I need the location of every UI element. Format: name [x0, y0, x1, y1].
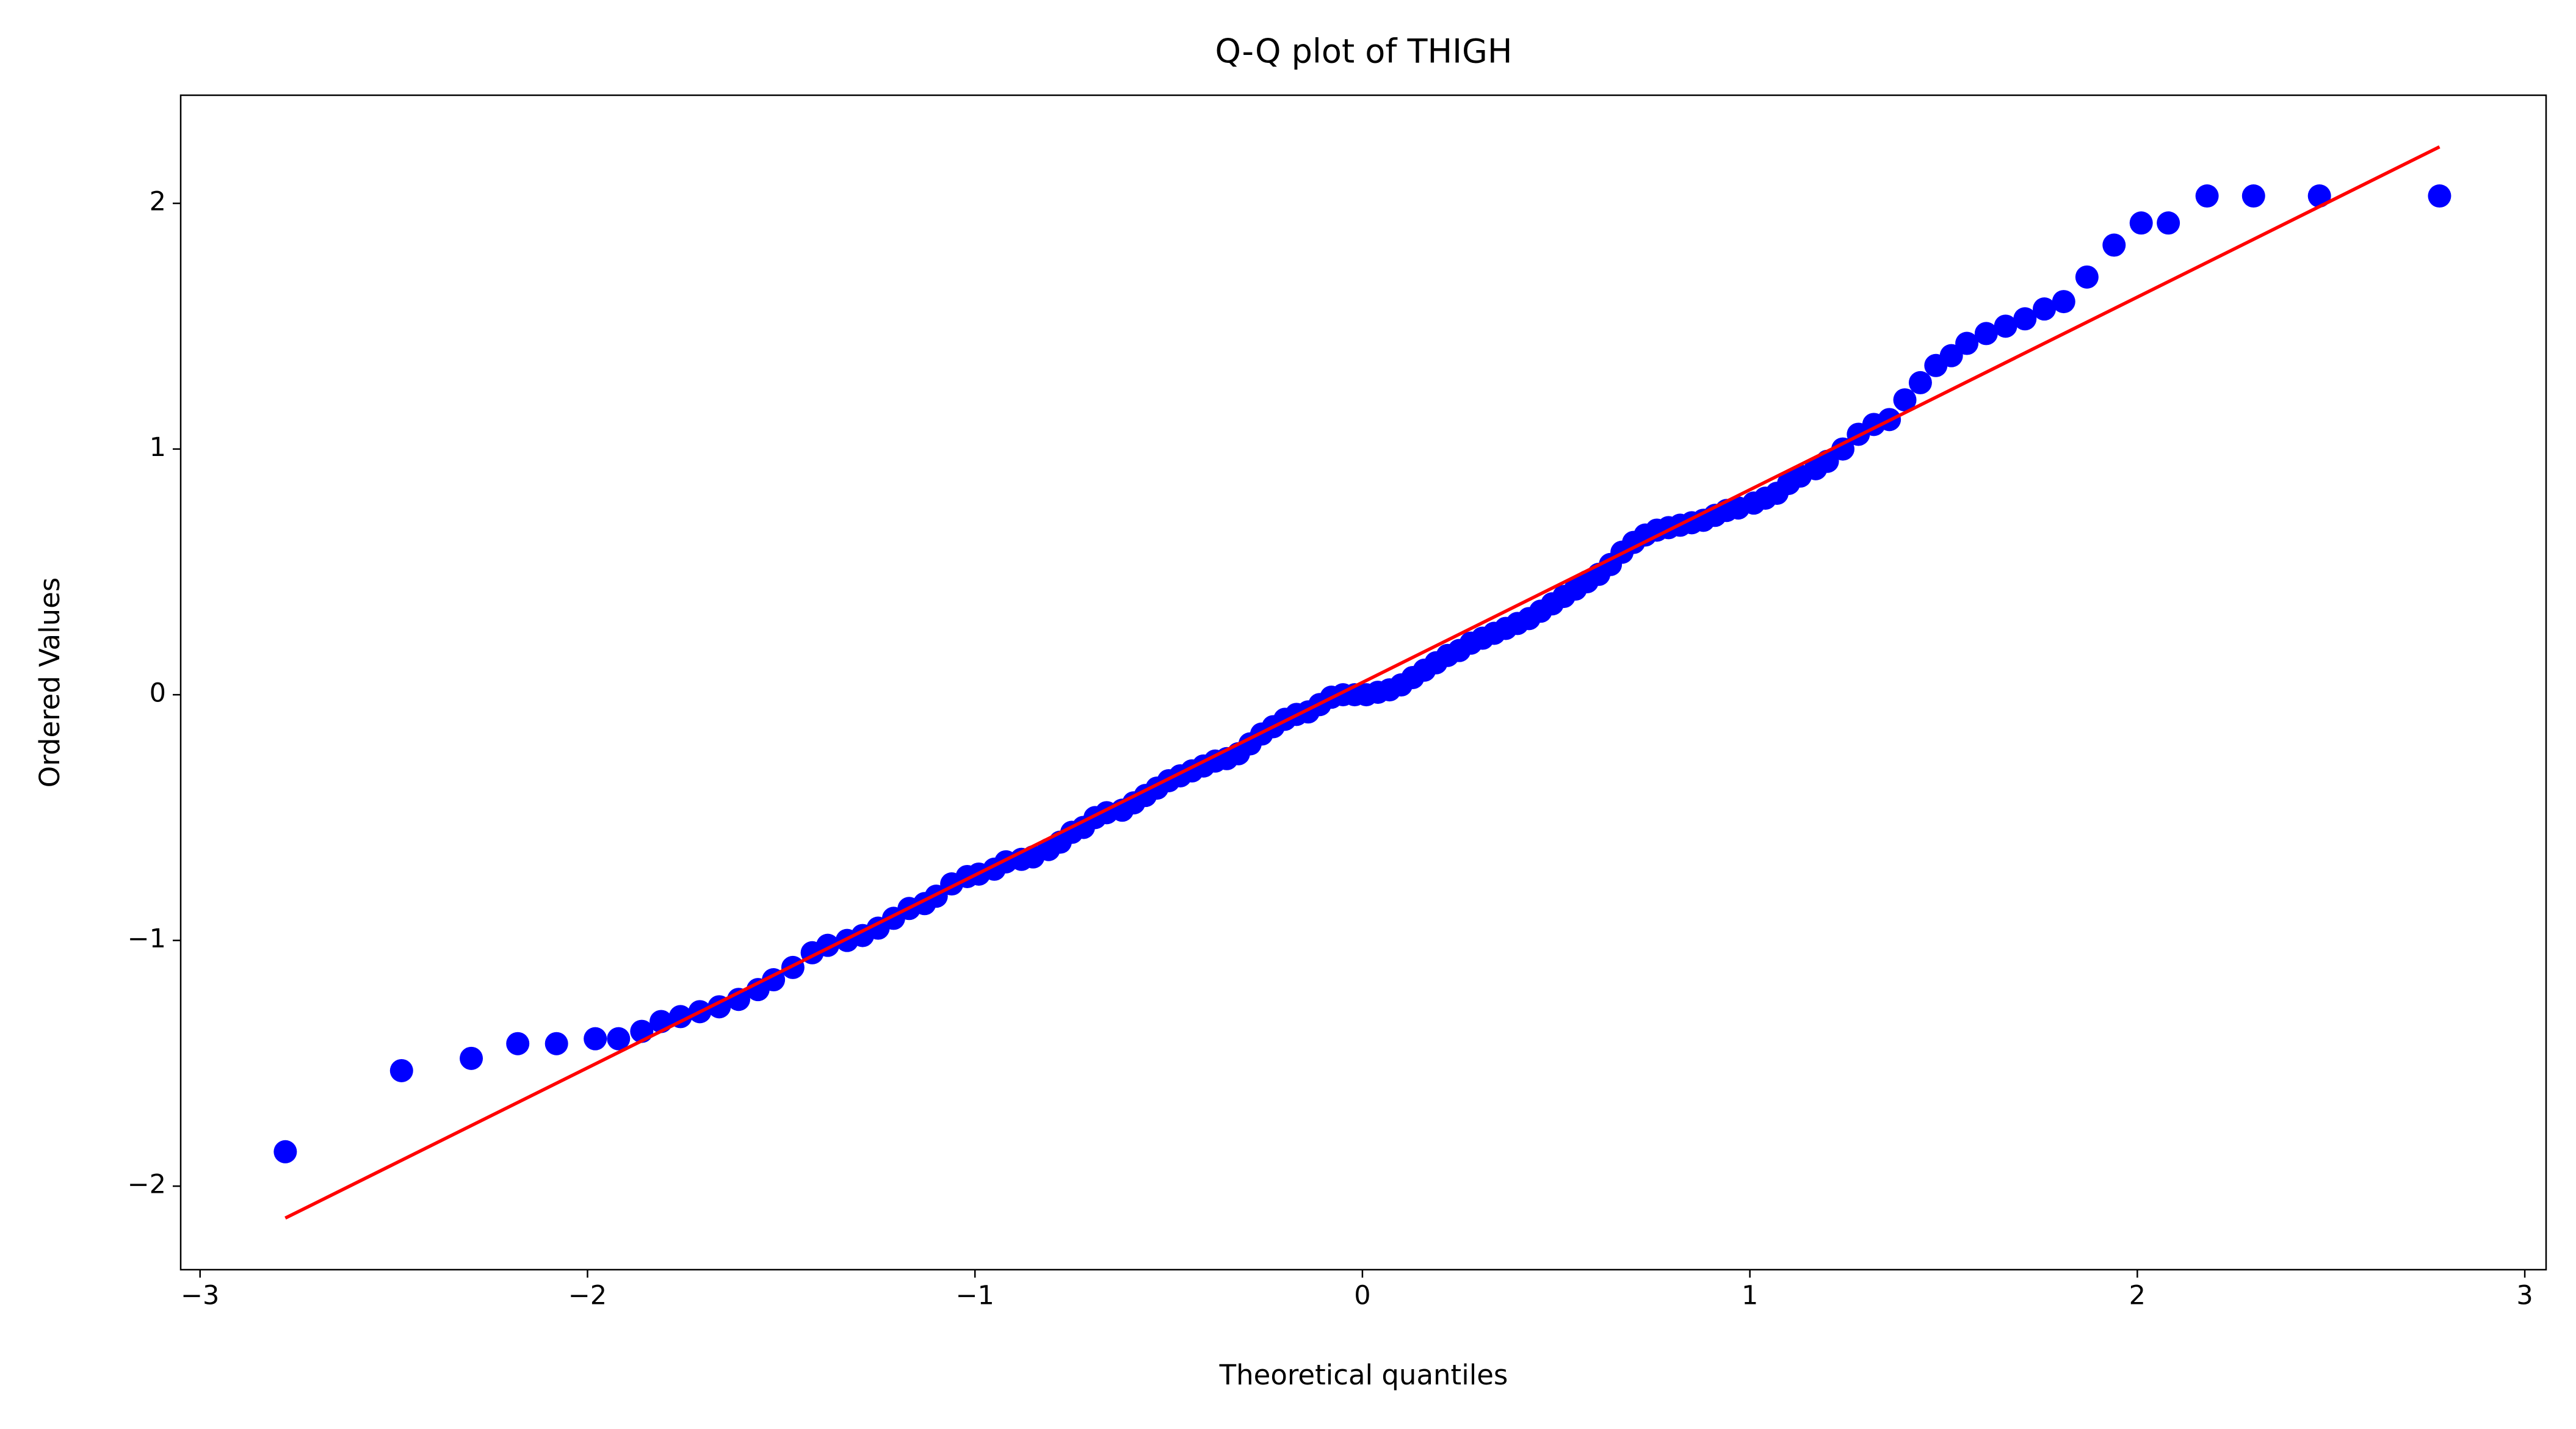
x-tick-label: 0: [1354, 1281, 1370, 1311]
chart-title: Q-Q plot of THIGH: [1215, 32, 1513, 71]
point: [460, 1046, 483, 1070]
point: [607, 1027, 631, 1051]
point: [2033, 297, 2057, 321]
point: [584, 1027, 607, 1051]
point: [545, 1032, 568, 1055]
point: [1893, 388, 1917, 412]
point: [1974, 322, 1998, 345]
x-tick-label: 3: [2516, 1281, 2533, 1311]
x-tick-label: −3: [181, 1281, 219, 1311]
point: [2129, 211, 2153, 235]
point: [1994, 314, 2017, 338]
axes-frame: [179, 94, 2547, 1271]
point: [668, 1005, 692, 1029]
x-tick-label: 1: [1742, 1281, 1758, 1311]
point: [727, 988, 751, 1011]
point: [2075, 265, 2099, 289]
point: [2307, 184, 2331, 208]
x-axis-label: Theoretical quantiles: [1219, 1359, 1508, 1391]
y-tick-label: 0: [150, 678, 166, 709]
y-tick-label: −2: [128, 1170, 166, 1200]
y-tick-label: 1: [150, 432, 166, 463]
y-tick-label: 2: [150, 187, 166, 217]
point: [1908, 371, 1932, 394]
x-tick-label: −2: [568, 1281, 607, 1311]
point: [1955, 331, 1979, 355]
y-axis-label: Ordered Values: [34, 577, 66, 787]
point: [2052, 290, 2075, 314]
fit-line: [284, 145, 2440, 1220]
x-tick-label: −1: [955, 1281, 994, 1311]
point: [1939, 344, 1963, 367]
point: [1831, 437, 1854, 461]
point: [273, 1140, 297, 1163]
point: [2157, 211, 2180, 235]
x-tick-label: 2: [2129, 1281, 2146, 1311]
point: [2195, 184, 2219, 208]
point: [2241, 184, 2265, 208]
point: [2428, 184, 2451, 208]
point: [389, 1058, 413, 1082]
point: [2102, 233, 2126, 257]
point: [506, 1032, 530, 1055]
y-tick-label: −1: [128, 924, 166, 954]
point: [2013, 307, 2037, 331]
